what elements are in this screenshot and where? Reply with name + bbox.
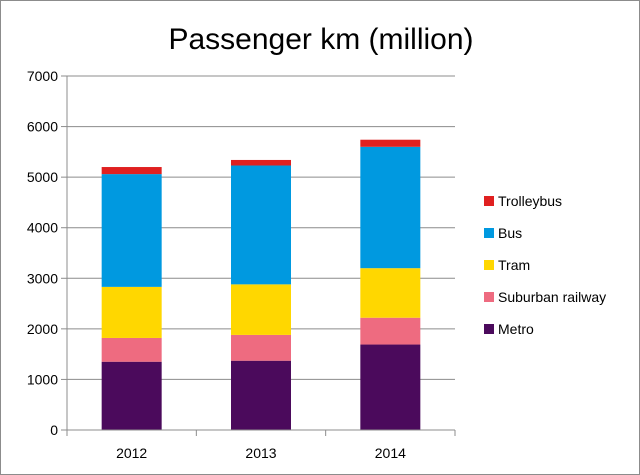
bar-segment-bus-2014 xyxy=(360,146,421,269)
bar-segment-metro-2013 xyxy=(231,360,291,430)
bar-segment-tram-2012 xyxy=(101,286,162,338)
bar-segment-metro-2014 xyxy=(360,344,421,430)
bar-segment-trolleybus-2013 xyxy=(231,159,291,166)
bar-segment-tram-2014 xyxy=(360,268,421,318)
legend-swatch-metro xyxy=(484,324,494,334)
bar-segment-bus-2012 xyxy=(101,174,162,287)
bar-segment-bus-2013 xyxy=(231,165,291,285)
y-tick-label: 1000 xyxy=(27,371,58,387)
y-tick-label: 4000 xyxy=(27,220,58,236)
legend-label-suburban-railway: Suburban railway xyxy=(498,289,606,305)
y-tick-label: 7000 xyxy=(27,68,58,84)
y-tick-label: 3000 xyxy=(27,270,58,286)
legend-label-trolleybus: Trolleybus xyxy=(498,193,562,209)
x-tick-label: 2014 xyxy=(375,445,406,461)
y-axis-tick-labels: 0 1000 2000 3000 4000 5000 6000 7000 xyxy=(27,68,58,438)
bars xyxy=(101,139,421,430)
bar-segment-suburban-railway-2012 xyxy=(101,337,162,362)
axes xyxy=(61,75,456,436)
legend-swatch-tram xyxy=(484,260,494,270)
bar-segment-suburban-railway-2013 xyxy=(231,334,291,361)
bar-segment-metro-2012 xyxy=(101,361,162,430)
x-tick-label: 2012 xyxy=(116,445,147,461)
legend-label-tram: Tram xyxy=(498,257,530,273)
legend-swatch-trolleybus xyxy=(484,196,494,206)
y-tick-label: 5000 xyxy=(27,169,58,185)
bar-segment-trolleybus-2014 xyxy=(360,139,421,147)
bar-segment-trolleybus-2012 xyxy=(101,167,162,175)
x-axis-tick-labels: 2012 2013 2014 xyxy=(116,445,406,461)
legend-label-bus: Bus xyxy=(498,225,522,241)
legend: Trolleybus Bus Tram Suburban railway Metro xyxy=(484,193,606,337)
y-tick-label: 6000 xyxy=(27,119,58,135)
legend-swatch-suburban-railway xyxy=(484,292,494,302)
y-tick-label: 2000 xyxy=(27,321,58,337)
bar-segment-tram-2013 xyxy=(231,284,291,335)
chart-title: Passenger km (million) xyxy=(168,23,473,56)
legend-swatch-bus xyxy=(484,228,494,238)
bar-segment-suburban-railway-2014 xyxy=(360,317,421,345)
y-tick-label: 0 xyxy=(50,422,58,438)
x-tick-label: 2013 xyxy=(245,445,276,461)
legend-label-metro: Metro xyxy=(498,321,534,337)
